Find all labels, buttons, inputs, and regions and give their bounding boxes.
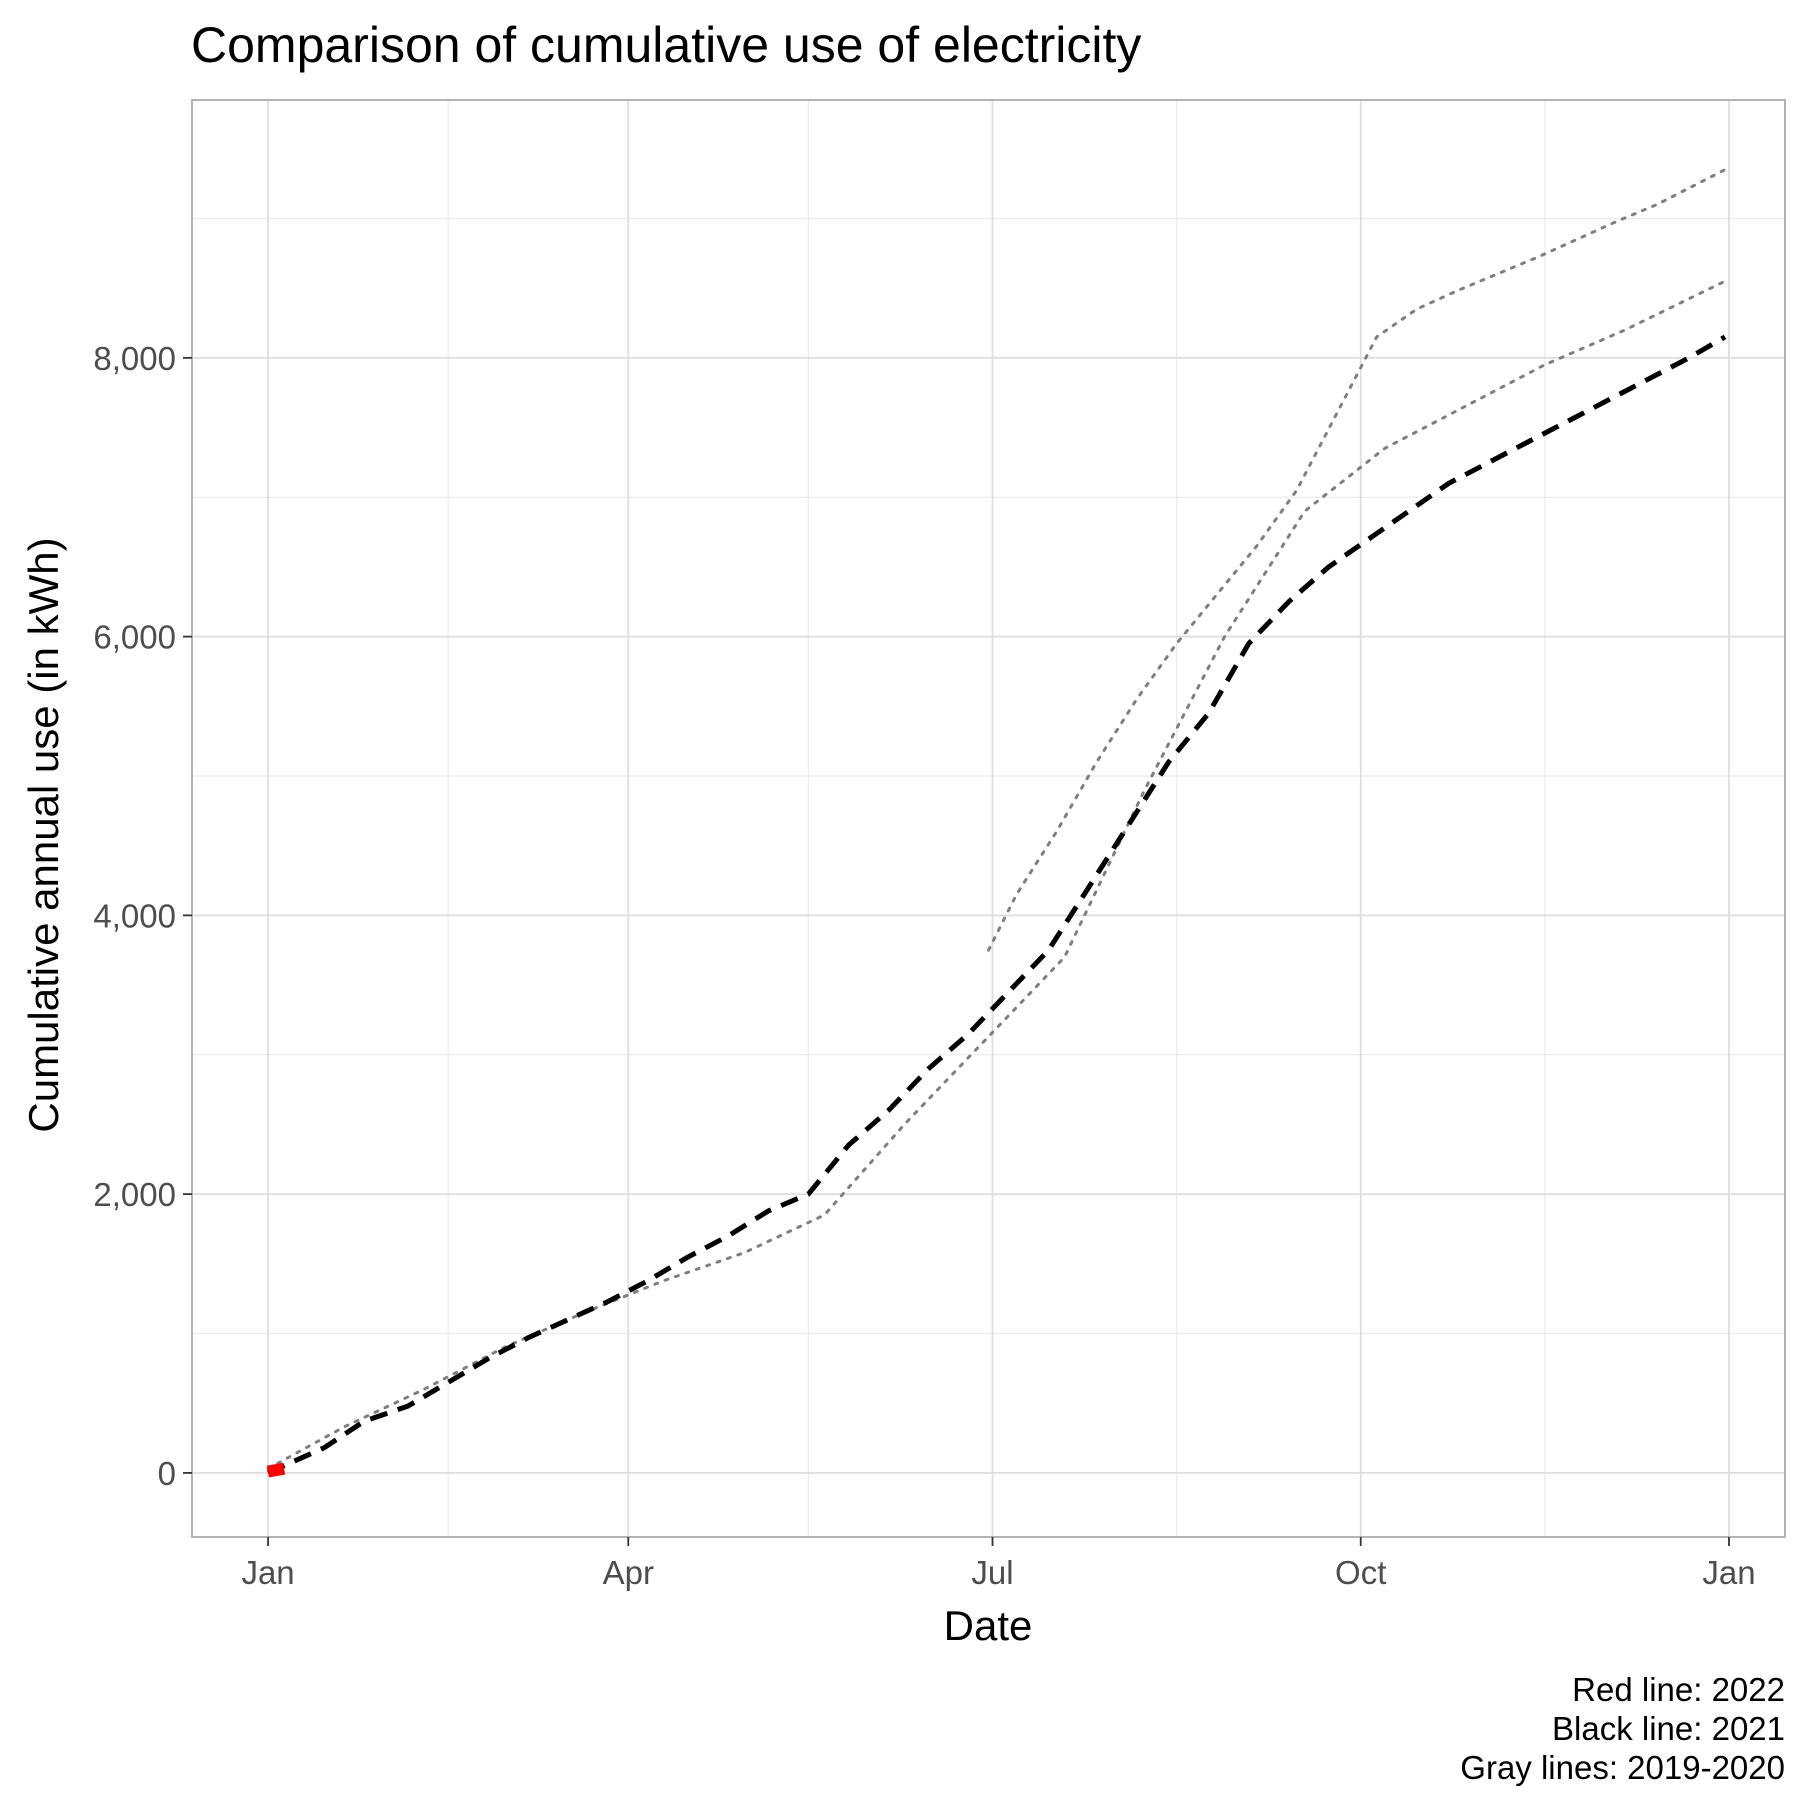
y-tick-label: 8,000: [93, 340, 176, 377]
y-tick-label: 0: [158, 1455, 176, 1492]
y-tick-label: 4,000: [93, 897, 176, 934]
plot-panel: [192, 100, 1785, 1537]
x-tick-label: Jul: [971, 1554, 1013, 1591]
x-axis-title: Date: [944, 1602, 1033, 1649]
series-line-gray-2: [266, 279, 1727, 1471]
y-tick-label: 6,000: [93, 619, 176, 656]
y-axis-ticks: 0 2,000 4,000 6,000 8,000: [93, 340, 192, 1492]
caption-line-2: Black line: 2021: [1552, 1710, 1785, 1747]
x-tick-label: Jan: [1702, 1554, 1755, 1591]
series-layer: [266, 168, 1727, 1478]
x-tick-label: Oct: [1335, 1554, 1386, 1591]
panel-border: [191, 99, 1786, 1538]
x-tick-label: Jan: [241, 1554, 294, 1591]
chart-title: Comparison of cumulative use of electric…: [191, 17, 1141, 73]
y-tick-label: 2,000: [93, 1176, 176, 1213]
y-axis-title: Cumulative annual use (in kWh): [20, 537, 67, 1132]
caption-line-1: Red line: 2022: [1572, 1671, 1785, 1708]
series-line-2022: [266, 1462, 286, 1478]
caption-line-3: Gray lines: 2019-2020: [1460, 1749, 1785, 1786]
x-tick-label: Apr: [603, 1554, 654, 1591]
series-line-gray-3: [987, 168, 1727, 952]
grid-layer: [192, 100, 1785, 1537]
series-line-2021: [266, 334, 1727, 1476]
x-axis-ticks: Jan Apr Jul Oct Jan: [241, 1537, 1756, 1591]
